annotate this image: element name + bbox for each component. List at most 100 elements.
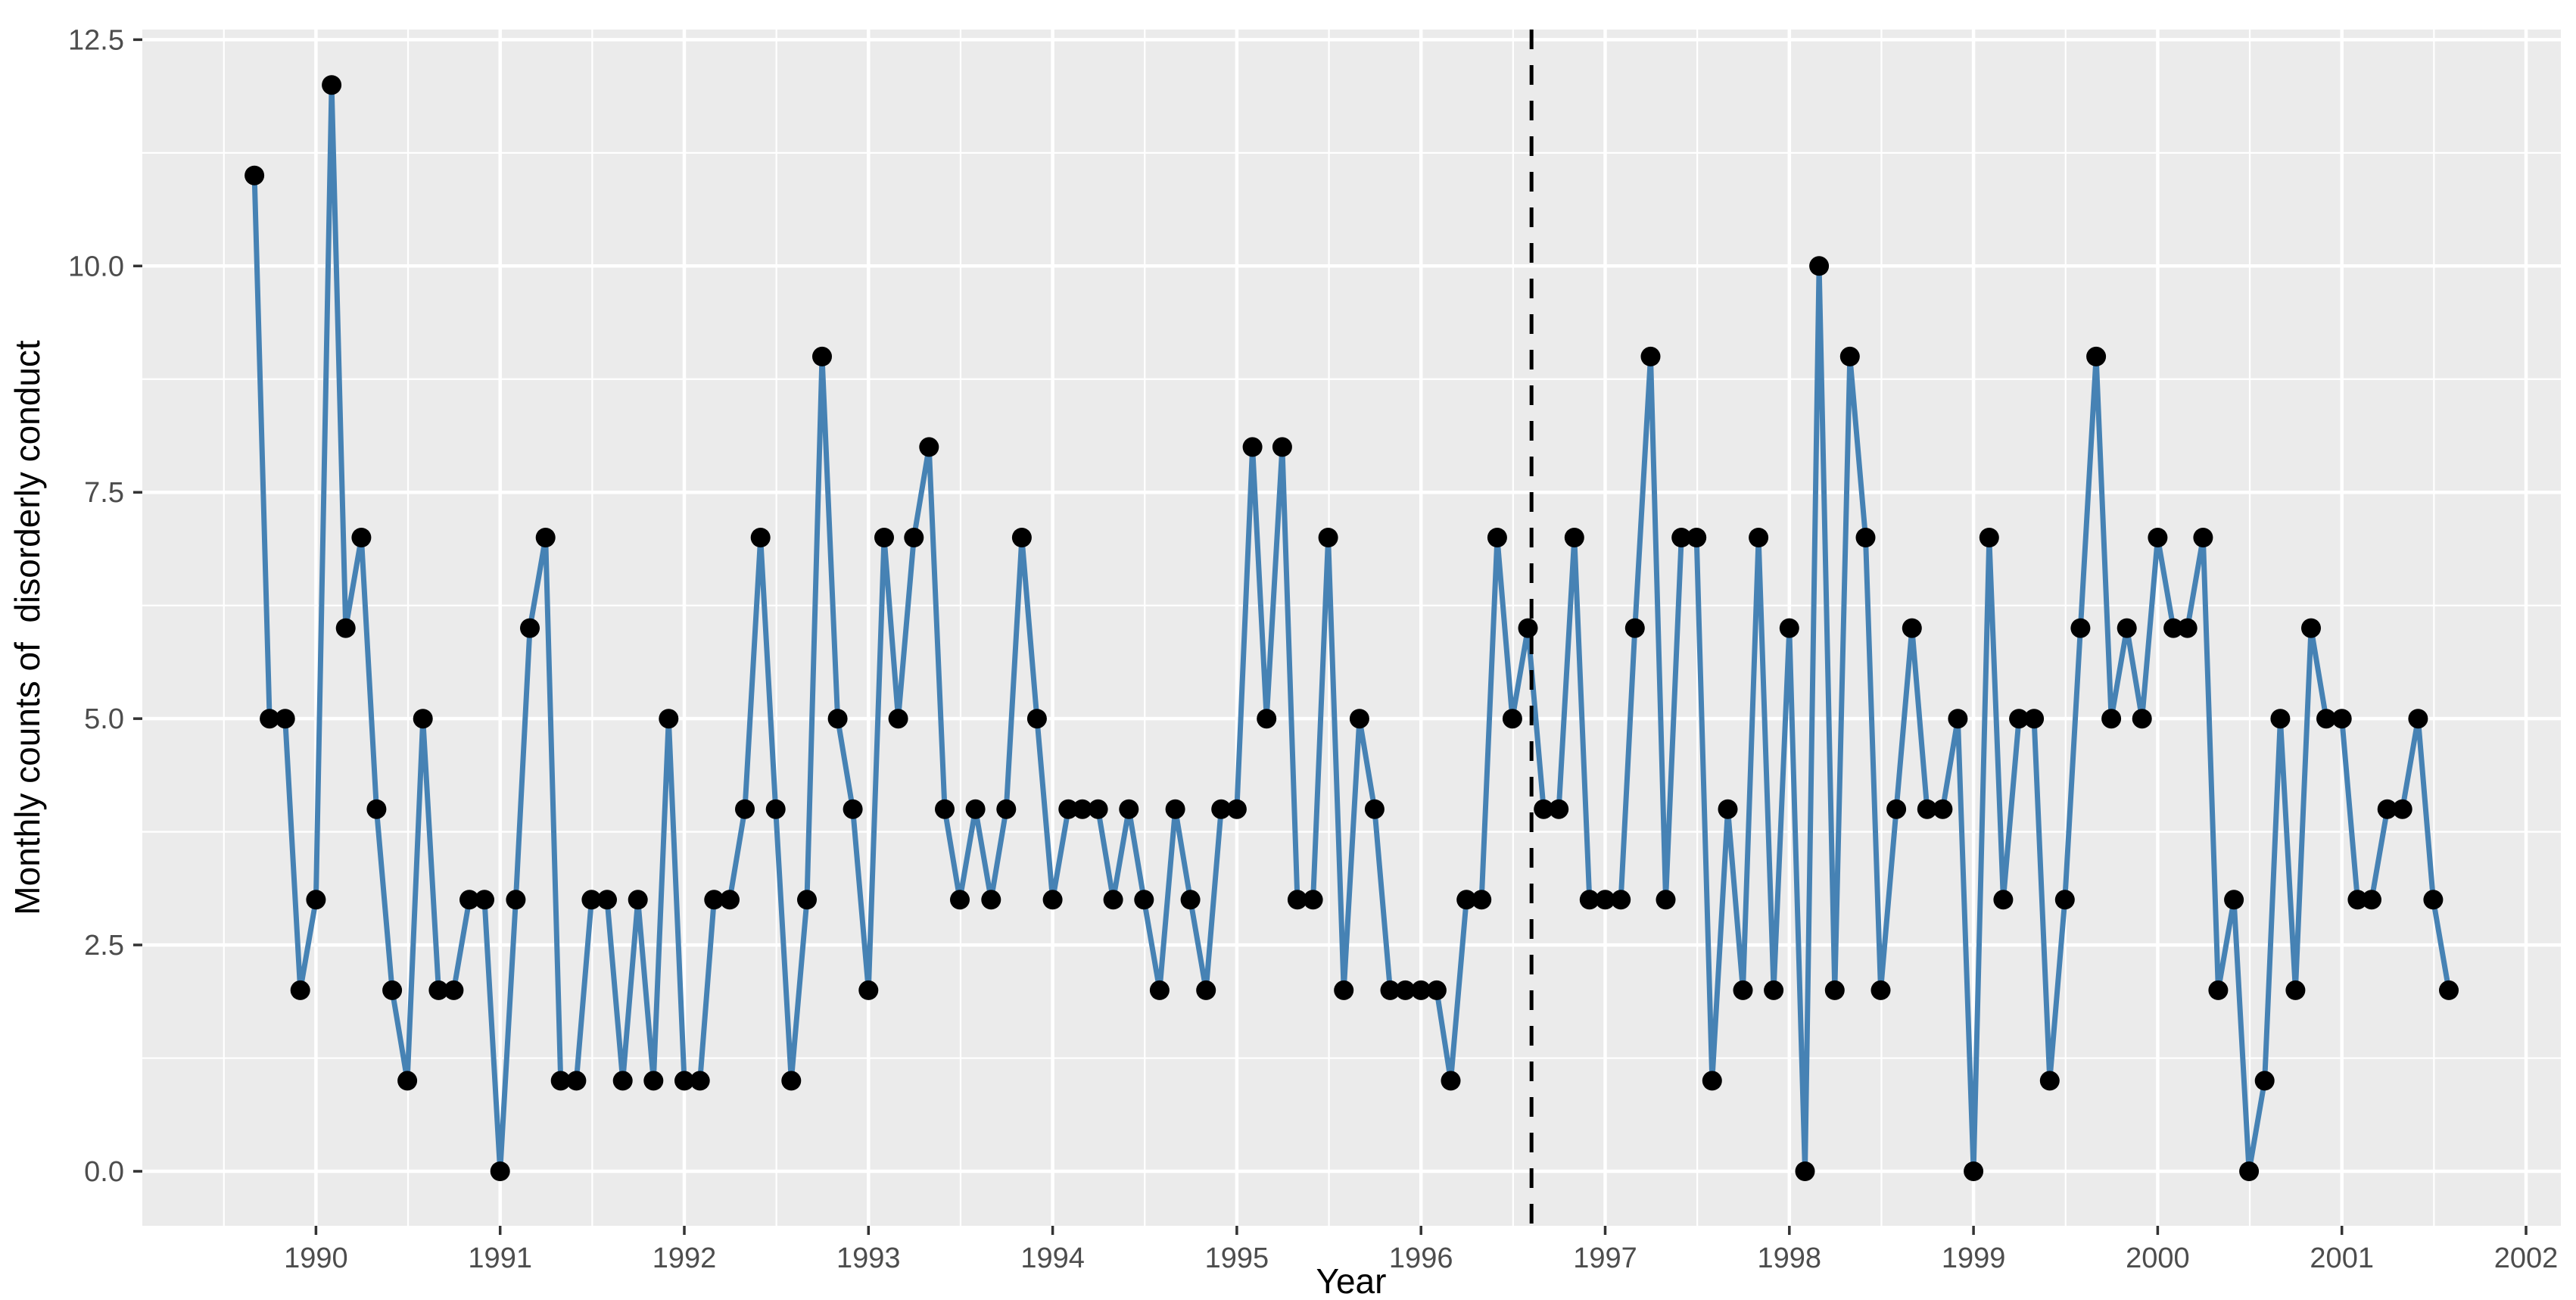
data-point bbox=[490, 1161, 510, 1181]
axis-tick-marks bbox=[133, 38, 2528, 1235]
data-point bbox=[2193, 528, 2213, 547]
data-point bbox=[1226, 799, 1247, 819]
data-point bbox=[735, 799, 755, 819]
data-point bbox=[2070, 618, 2091, 638]
data-point bbox=[366, 799, 387, 819]
data-point bbox=[919, 437, 939, 457]
data-point bbox=[351, 528, 372, 547]
data-point bbox=[335, 618, 356, 638]
data-point bbox=[2024, 709, 2045, 729]
data-point bbox=[843, 799, 863, 819]
data-point bbox=[1318, 528, 1338, 547]
data-point bbox=[535, 528, 556, 547]
data-point bbox=[690, 1071, 710, 1091]
data-point bbox=[2254, 1071, 2275, 1091]
data-point bbox=[1349, 709, 1369, 729]
data-point bbox=[1456, 890, 1477, 910]
data-point bbox=[520, 618, 540, 638]
data-point bbox=[2423, 890, 2444, 910]
data-point bbox=[1656, 890, 1676, 910]
x-tick-label: 1998 bbox=[1758, 1242, 1822, 1274]
data-point bbox=[2301, 618, 2321, 638]
x-tick-label: 2002 bbox=[2494, 1242, 2559, 1274]
data-point bbox=[260, 709, 280, 729]
data-point bbox=[1809, 256, 1830, 276]
data-point bbox=[904, 528, 924, 547]
data-point bbox=[2362, 890, 2381, 910]
data-point bbox=[1364, 799, 1385, 819]
data-point bbox=[444, 980, 464, 1000]
data-point bbox=[1011, 528, 1032, 547]
data-point bbox=[1870, 980, 1891, 1000]
data-point bbox=[1979, 528, 1999, 547]
data-point bbox=[1993, 890, 2014, 910]
data-point bbox=[1058, 799, 1079, 819]
data-point bbox=[1472, 890, 1492, 910]
y-tick-label: 10.0 bbox=[68, 251, 124, 282]
data-point bbox=[2009, 709, 2029, 729]
x-tick-label: 1996 bbox=[1389, 1242, 1453, 1274]
x-tick-label: 1990 bbox=[284, 1242, 348, 1274]
data-point bbox=[1564, 528, 1584, 547]
data-point bbox=[2392, 799, 2412, 819]
y-axis-title: Monthly counts of disorderly conduct bbox=[8, 340, 47, 915]
data-point bbox=[245, 165, 265, 185]
data-point bbox=[1917, 799, 1937, 819]
data-point bbox=[1072, 799, 1092, 819]
data-point bbox=[797, 890, 817, 910]
major-gridlines bbox=[142, 30, 2561, 1226]
data-point bbox=[1502, 709, 1522, 729]
data-point bbox=[1687, 528, 1707, 547]
data-point bbox=[827, 709, 848, 729]
y-tick-label: 7.5 bbox=[84, 477, 124, 509]
data-point bbox=[1824, 980, 1845, 1000]
data-point bbox=[1534, 799, 1554, 819]
data-point bbox=[704, 890, 724, 910]
data-point bbox=[1165, 799, 1185, 819]
data-point bbox=[1149, 980, 1170, 1000]
data-point bbox=[2208, 980, 2229, 1000]
data-point bbox=[306, 890, 326, 910]
data-point bbox=[2054, 890, 2075, 910]
y-tick-label: 2.5 bbox=[84, 930, 124, 962]
data-point bbox=[1211, 799, 1232, 819]
data-point bbox=[2347, 890, 2368, 910]
data-point bbox=[765, 799, 786, 819]
data-point bbox=[1180, 890, 1201, 910]
data-point bbox=[781, 1071, 802, 1091]
data-point bbox=[2239, 1161, 2260, 1181]
data-point bbox=[1088, 799, 1108, 819]
x-tick-label: 1994 bbox=[1020, 1242, 1085, 1274]
data-point bbox=[2377, 799, 2397, 819]
data-point bbox=[413, 709, 433, 729]
data-point bbox=[888, 709, 908, 729]
data-point bbox=[322, 75, 342, 95]
data-point bbox=[1579, 890, 1599, 910]
y-tick-label: 0.0 bbox=[84, 1156, 124, 1188]
data-point bbox=[1134, 890, 1154, 910]
data-point bbox=[858, 980, 879, 1000]
data-point bbox=[1671, 528, 1692, 547]
x-tick-label: 1993 bbox=[836, 1242, 901, 1274]
data-point bbox=[1103, 890, 1123, 910]
data-point bbox=[566, 1071, 587, 1091]
y-tick-label: 12.5 bbox=[68, 24, 124, 56]
x-tick-label: 2000 bbox=[2126, 1242, 2190, 1274]
data-point bbox=[720, 890, 740, 910]
data-point bbox=[2331, 709, 2352, 729]
data-point bbox=[1595, 890, 1615, 910]
data-point bbox=[290, 980, 310, 1000]
data-point bbox=[1242, 437, 1263, 457]
data-point bbox=[1257, 709, 1277, 729]
data-points bbox=[245, 75, 2459, 1181]
data-point bbox=[996, 799, 1017, 819]
data-point bbox=[2316, 709, 2336, 729]
data-point bbox=[2132, 709, 2152, 729]
x-tick-label: 1992 bbox=[653, 1242, 717, 1274]
data-point bbox=[1902, 618, 1922, 638]
data-point bbox=[2039, 1071, 2060, 1091]
data-point bbox=[1380, 980, 1400, 1000]
data-point bbox=[1779, 618, 1799, 638]
data-point bbox=[1855, 528, 1876, 547]
